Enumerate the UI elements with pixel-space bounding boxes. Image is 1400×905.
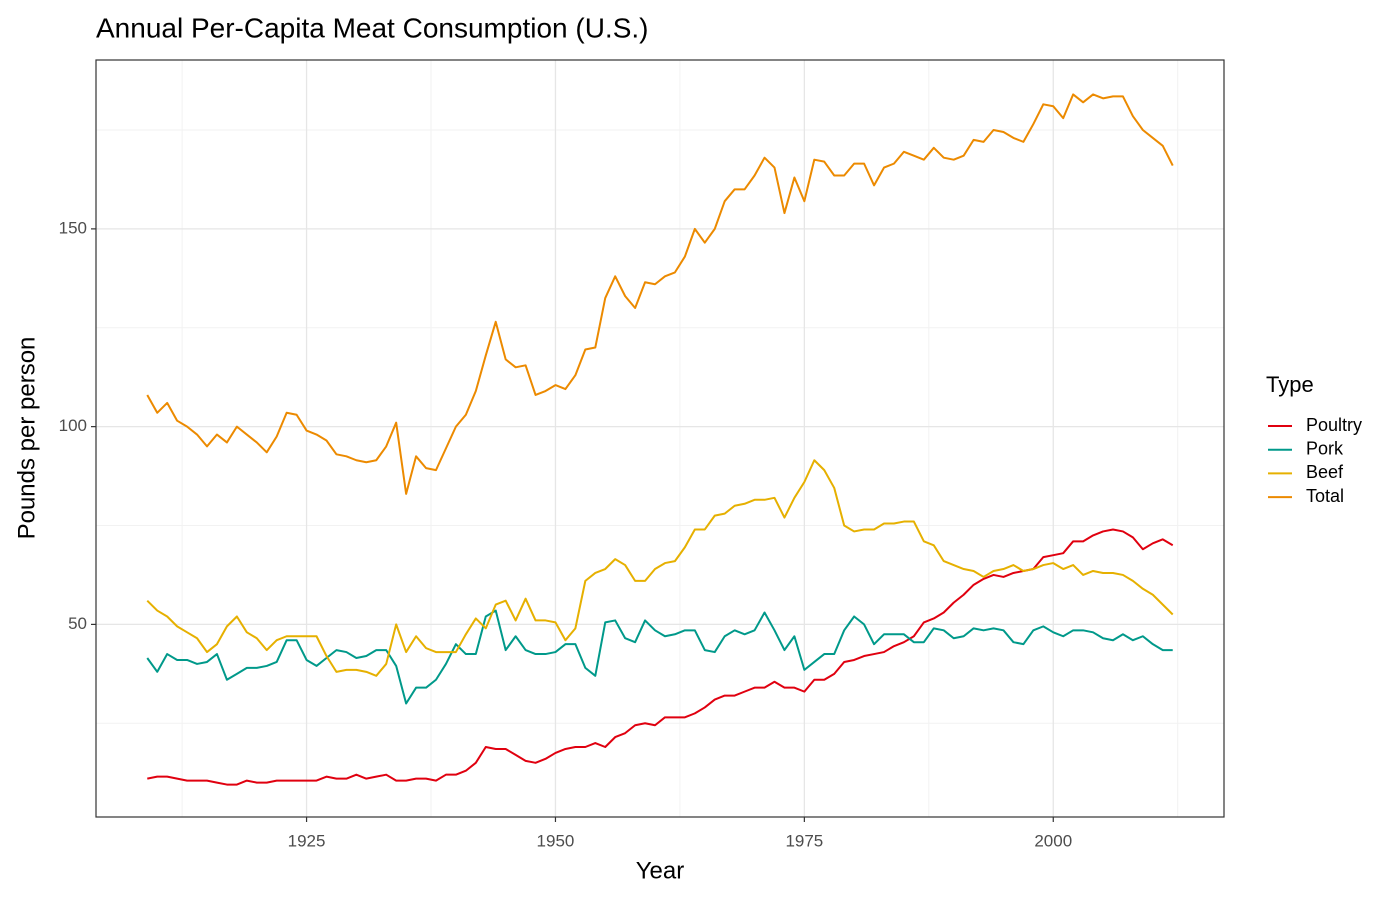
x-tick-label: 1925	[288, 831, 326, 850]
series-line	[147, 528, 1174, 786]
y-tick-label: 100	[59, 416, 87, 435]
series-line	[146, 609, 1173, 705]
y-tick-label: 150	[59, 218, 87, 237]
y-axis-label: Pounds per person	[13, 337, 40, 540]
grid	[96, 60, 1224, 817]
legend-label: Poultry	[1306, 415, 1362, 435]
y-tick-label: 50	[68, 614, 87, 633]
panel-border	[95, 59, 1225, 818]
legend: Poultry Pork Beef Total	[1268, 415, 1362, 506]
legend-title: Type	[1266, 372, 1314, 397]
series-line	[146, 93, 1174, 495]
x-tick-label: 1950	[537, 831, 575, 850]
x-tick-label: 1975	[785, 831, 823, 850]
legend-label: Total	[1306, 486, 1344, 506]
legend-label: Beef	[1306, 462, 1344, 482]
x-axis-label: Year	[636, 857, 685, 884]
chart-title: Annual Per-Capita Meat Consumption (U.S.…	[96, 12, 648, 43]
axes: 1925 1950 1975 2000 50 100 150	[59, 218, 1073, 850]
x-tick-label: 2000	[1034, 831, 1072, 850]
series-line	[146, 459, 1174, 677]
legend-label: Pork	[1306, 438, 1344, 458]
plot-lines	[146, 93, 1174, 786]
